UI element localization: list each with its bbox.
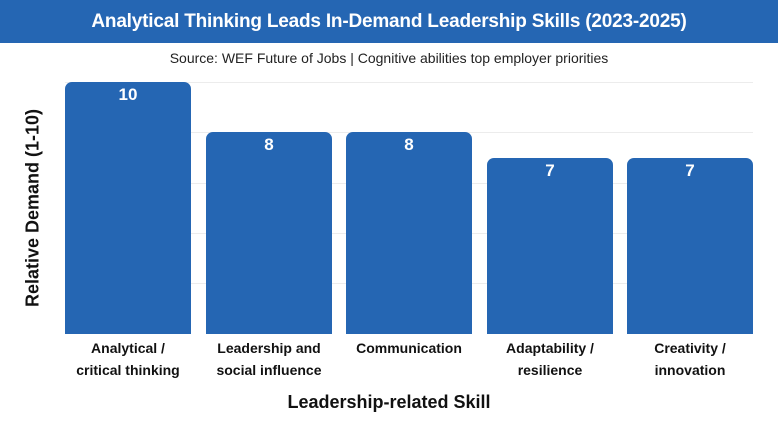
x-tick-label: Leadership and social influence: [194, 337, 344, 381]
gridline: [65, 82, 753, 83]
chart-subtitle: Source: WEF Future of Jobs | Cognitive a…: [169, 50, 609, 66]
bar-leadership-social-influence: 8: [206, 132, 332, 334]
bar-value-label: 10: [118, 85, 138, 104]
bar-value-label: 7: [685, 161, 695, 180]
chart-title: Analytical Thinking Leads In-Demand Lead…: [0, 0, 778, 43]
x-tick-line: Communication: [356, 340, 462, 356]
bar-value-label: 8: [404, 135, 414, 154]
bar-value-label: 7: [545, 161, 555, 180]
x-tick-label: Communication: [334, 337, 484, 359]
bar-creativity-innovation: 7: [627, 158, 753, 334]
x-tick-label: Analytical / critical thinking: [53, 337, 203, 381]
x-tick-line: innovation: [654, 362, 726, 378]
bar-analytical-thinking: 10: [65, 82, 191, 334]
x-tick-line: Analytical /: [91, 340, 165, 356]
x-tick-line: social influence: [216, 362, 322, 378]
bar-value-label: 8: [264, 135, 274, 154]
x-tick-line: resilience: [517, 362, 583, 378]
x-tick-line: Adaptability /: [506, 340, 594, 356]
x-tick-label: Adaptability / resilience: [475, 337, 625, 381]
x-tick-line: critical thinking: [76, 362, 180, 378]
bar-adaptability-resilience: 7: [487, 158, 613, 334]
bar-communication: 8: [346, 132, 472, 334]
x-tick-line: Creativity /: [654, 340, 726, 356]
plot-area: 10 8 8 7 7: [65, 82, 753, 334]
x-tick-line: Leadership and: [217, 340, 321, 356]
x-axis-title: Leadership-related Skill: [287, 392, 491, 412]
x-tick-label: Creativity / innovation: [615, 337, 765, 381]
y-axis-title: Relative Demand (1-10): [22, 108, 43, 308]
